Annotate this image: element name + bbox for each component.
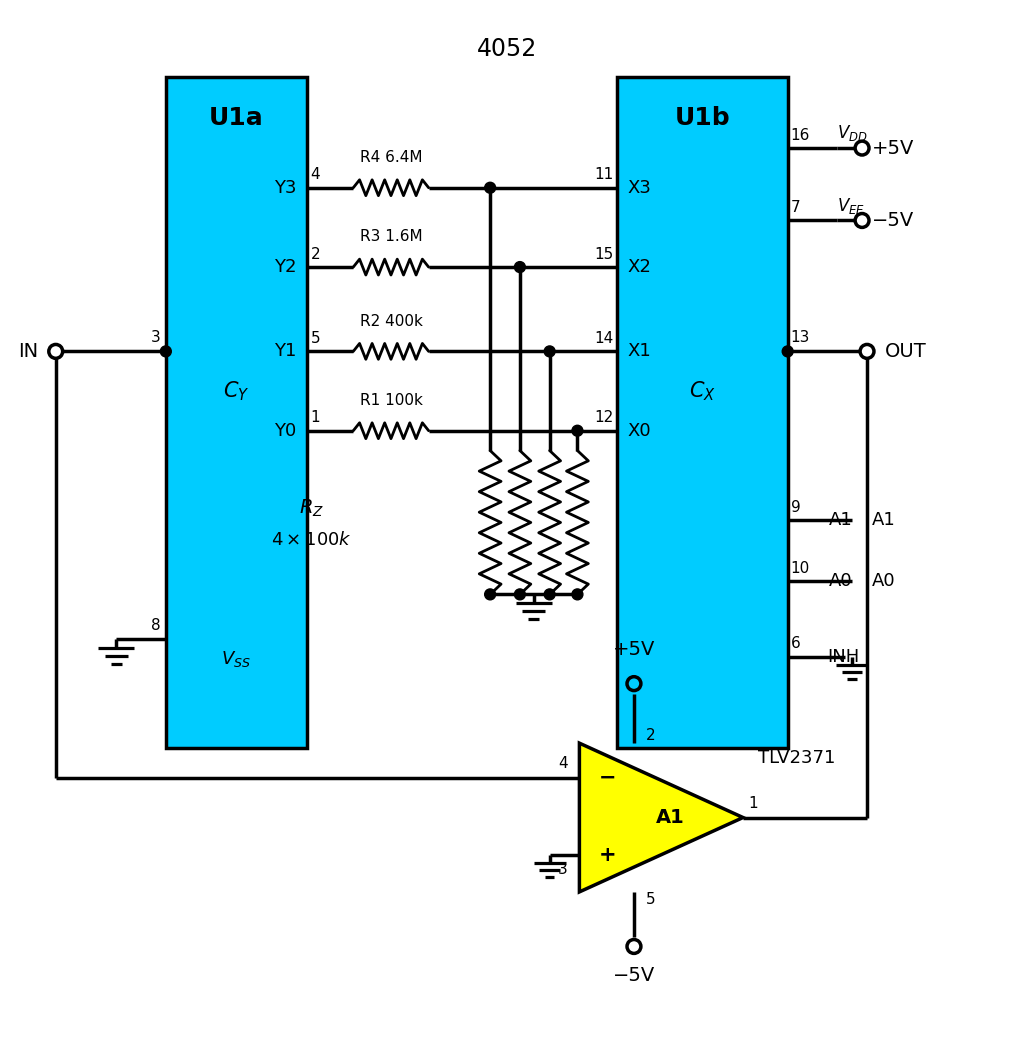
Text: X3: X3 (627, 179, 651, 197)
Circle shape (485, 183, 495, 193)
Text: Y3: Y3 (274, 179, 296, 197)
Text: 15: 15 (594, 247, 613, 262)
Text: 4: 4 (311, 167, 321, 183)
Text: $4\times100k$: $4\times100k$ (271, 530, 352, 549)
Text: +5V: +5V (872, 138, 915, 158)
Text: 12: 12 (594, 410, 613, 426)
Text: 10: 10 (791, 562, 810, 576)
Text: 2: 2 (646, 728, 656, 743)
Text: $R_Z$: $R_Z$ (299, 497, 324, 519)
Text: R4 6.4M: R4 6.4M (359, 149, 422, 165)
Text: Y2: Y2 (274, 258, 296, 276)
Text: Y1: Y1 (274, 343, 296, 360)
Text: R3 1.6M: R3 1.6M (359, 229, 422, 244)
Circle shape (160, 346, 172, 357)
Text: 9: 9 (791, 499, 801, 515)
Text: TLV2371: TLV2371 (758, 749, 835, 767)
Text: 1: 1 (311, 410, 321, 426)
Polygon shape (580, 743, 743, 892)
Circle shape (515, 589, 526, 600)
Text: 4052: 4052 (477, 37, 537, 61)
Bar (617, 77, 788, 748)
Text: $V_{DD}$: $V_{DD}$ (837, 124, 868, 143)
Text: R2 400k: R2 400k (359, 313, 422, 329)
Text: IN: IN (18, 342, 38, 361)
Text: +5V: +5V (613, 639, 655, 659)
Text: $C_Y$: $C_Y$ (223, 379, 250, 403)
Text: OUT: OUT (885, 342, 927, 361)
Text: 14: 14 (594, 331, 613, 346)
Text: A0: A0 (872, 573, 895, 591)
Text: A1: A1 (657, 808, 685, 827)
Text: U1a: U1a (209, 106, 264, 131)
Text: 6: 6 (791, 636, 801, 652)
Text: −5V: −5V (872, 211, 915, 230)
Circle shape (515, 262, 526, 273)
Text: $C_X$: $C_X$ (689, 379, 716, 403)
Text: −: − (599, 768, 616, 788)
Circle shape (485, 589, 495, 600)
Text: 3: 3 (558, 862, 567, 877)
Text: 2: 2 (311, 247, 321, 262)
Text: 1: 1 (748, 796, 757, 811)
Text: X2: X2 (627, 258, 651, 276)
Text: 4: 4 (558, 757, 567, 771)
Text: INH: INH (827, 648, 860, 665)
Text: 3: 3 (151, 330, 160, 345)
Text: 5: 5 (311, 331, 321, 346)
Text: Y0: Y0 (274, 421, 296, 440)
Circle shape (783, 346, 793, 357)
Text: U1b: U1b (675, 106, 730, 131)
Text: A1: A1 (872, 511, 895, 529)
Circle shape (572, 589, 583, 600)
Text: $V_{SS}$: $V_{SS}$ (221, 649, 251, 668)
Text: −5V: −5V (613, 966, 655, 985)
Text: A0: A0 (829, 573, 853, 591)
Text: A1: A1 (829, 511, 853, 529)
Text: X1: X1 (627, 343, 651, 360)
Text: 5: 5 (646, 893, 656, 907)
Text: X0: X0 (627, 421, 651, 440)
Text: 13: 13 (791, 330, 810, 345)
Text: 11: 11 (594, 167, 613, 183)
Text: 8: 8 (151, 618, 160, 632)
Text: R1 100k: R1 100k (359, 393, 422, 408)
Bar (165, 77, 307, 748)
Circle shape (544, 589, 555, 600)
Circle shape (572, 426, 583, 436)
Text: 16: 16 (791, 128, 810, 142)
Text: +: + (599, 845, 616, 866)
Text: $V_{EE}$: $V_{EE}$ (837, 195, 866, 216)
Circle shape (544, 346, 555, 357)
Text: 7: 7 (791, 200, 800, 215)
